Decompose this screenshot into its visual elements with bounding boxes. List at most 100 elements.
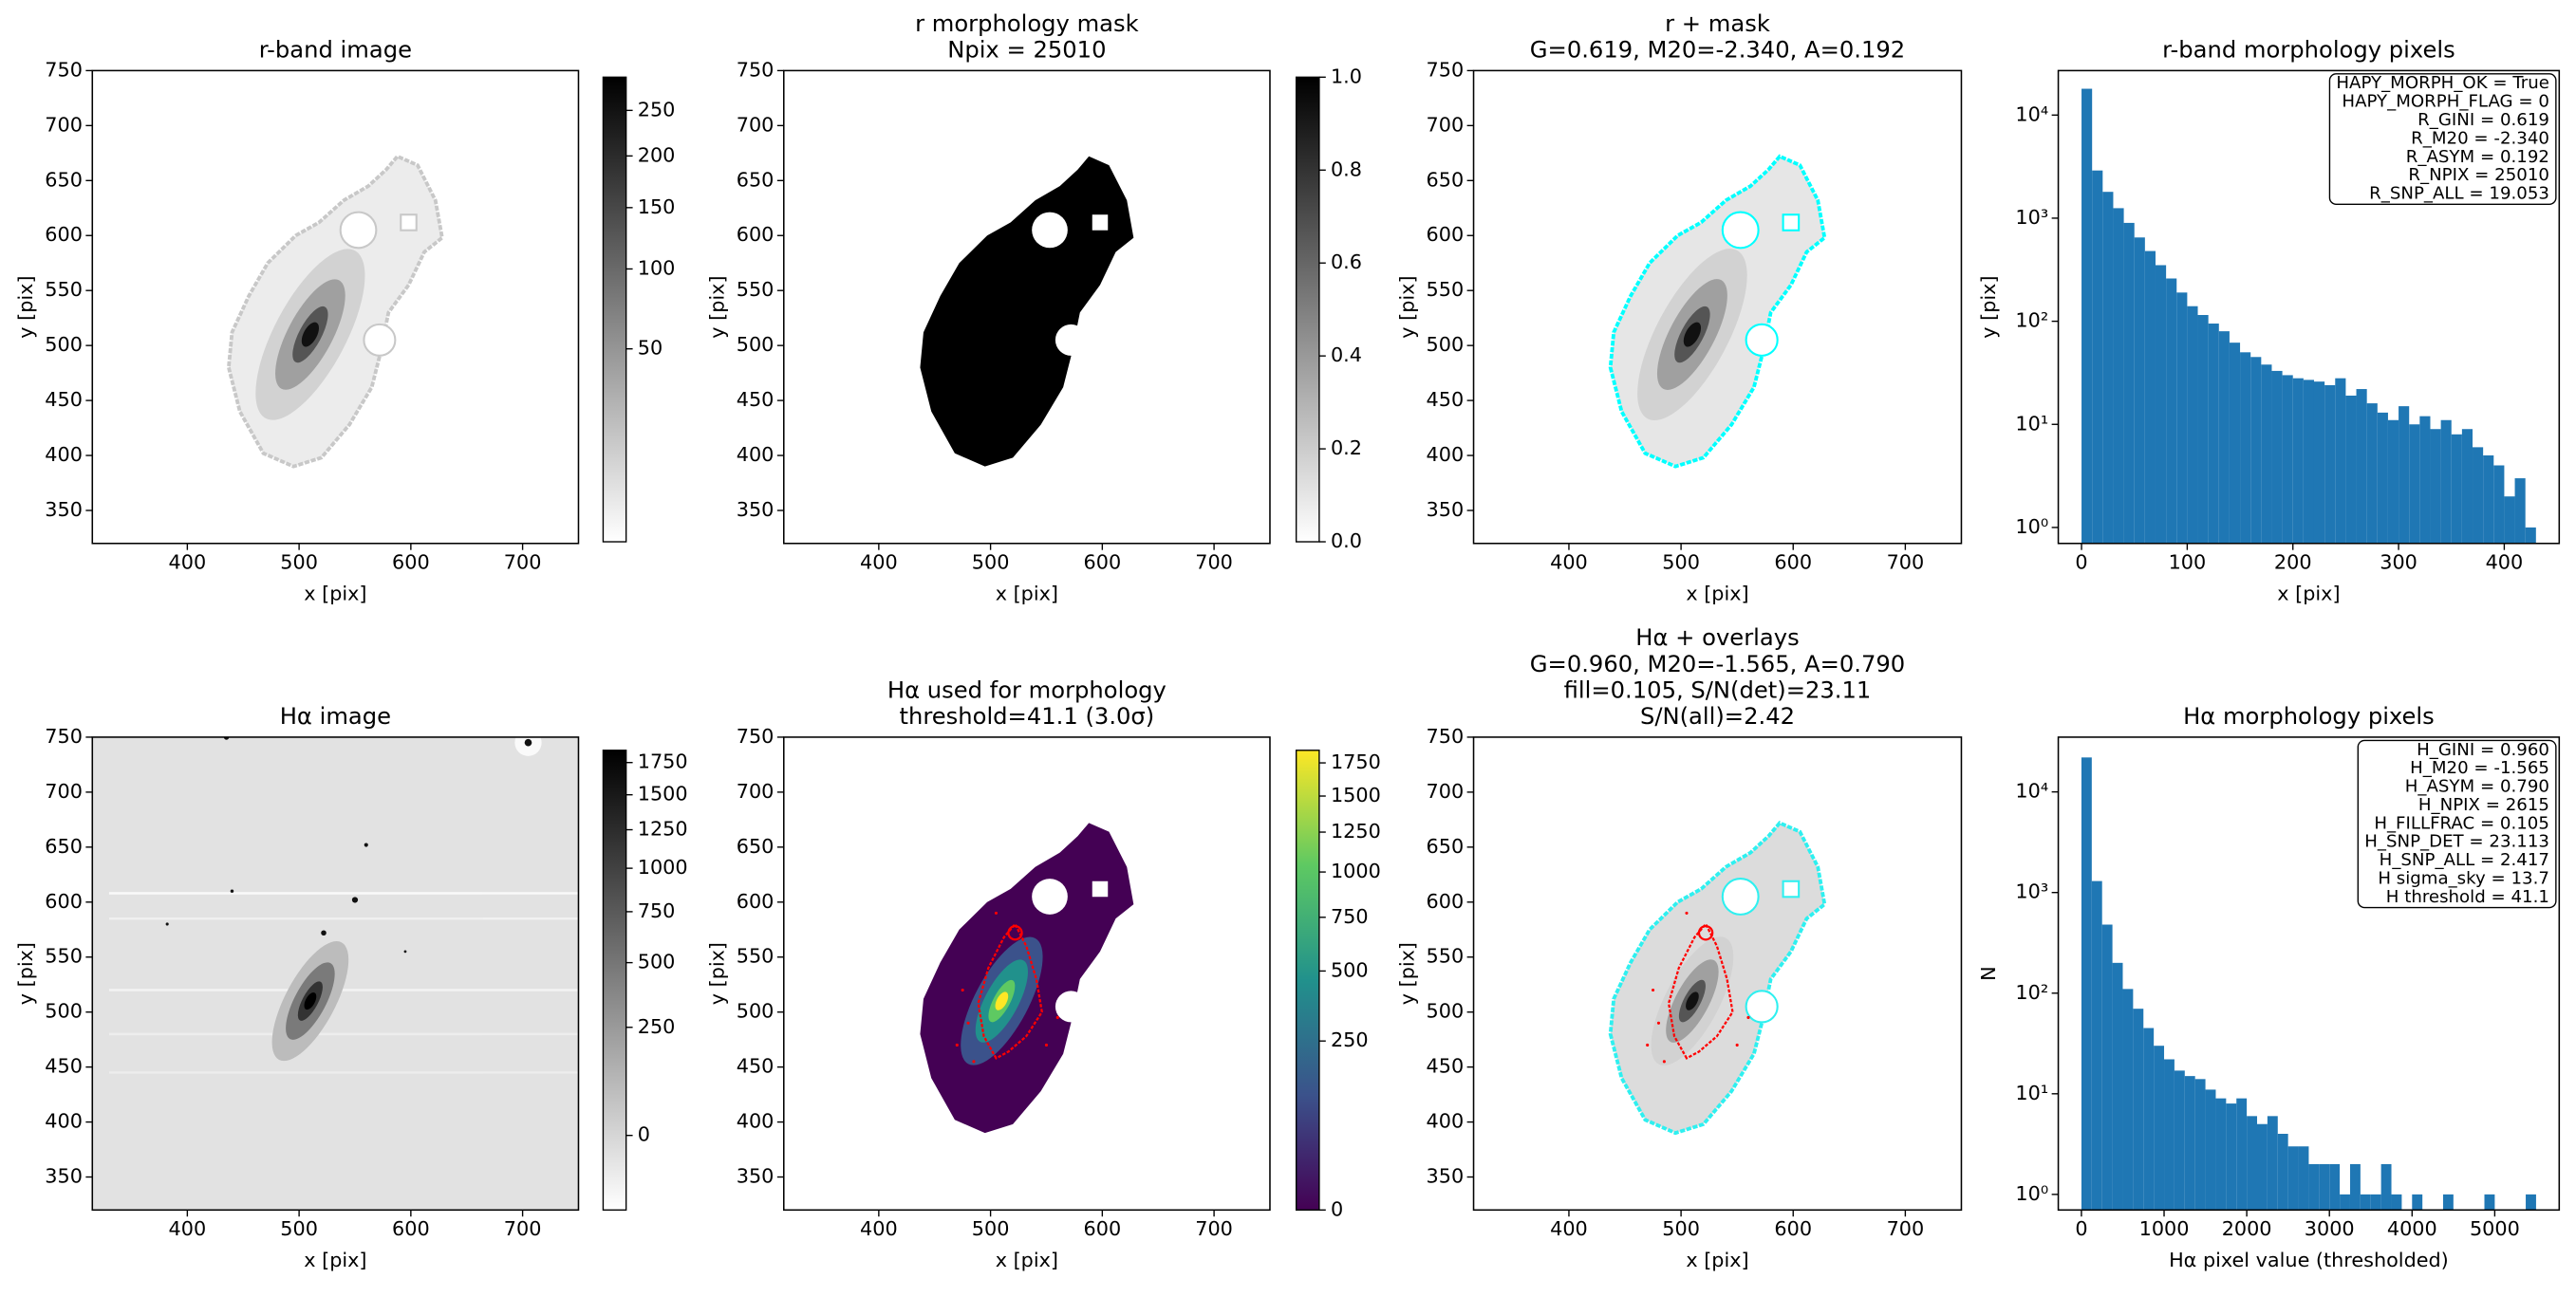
axes-frame bbox=[91, 69, 580, 545]
y-tick-label: 750 bbox=[737, 58, 775, 81]
colorbar-tick-label: 750 bbox=[1331, 905, 1369, 928]
x-tick-label: 0 bbox=[2075, 1217, 2087, 1240]
colorbar-tick-label: 1750 bbox=[638, 750, 688, 773]
y-tick-label: 700 bbox=[1427, 780, 1465, 803]
y-tick-label: 600 bbox=[737, 890, 775, 913]
panel: 400 500 600 700 350 400 450 500 550 600 650 700 750 r… bbox=[706, 10, 1362, 604]
y-tick-label: 350 bbox=[1427, 1165, 1465, 1188]
panel: 400 500 600 700 350 400 450 500 550 600 650 700 750 H… bbox=[14, 703, 688, 1271]
bar bbox=[2208, 324, 2219, 544]
stats-line: H_GINI = 0.960 bbox=[2417, 740, 2549, 760]
masked-star bbox=[400, 213, 418, 232]
colorbar-tick-label: 200 bbox=[638, 143, 676, 166]
y-tick-label: 450 bbox=[1427, 1055, 1465, 1078]
galaxy-core bbox=[304, 992, 317, 1010]
bar bbox=[2122, 989, 2134, 1211]
colorbar-tick-label: 500 bbox=[1331, 958, 1369, 981]
y-axis-label: y [pix] bbox=[706, 942, 729, 1005]
colorbar-tick-label: 0.0 bbox=[1331, 529, 1362, 552]
y-tick-label: 750 bbox=[1427, 58, 1465, 81]
masked-star bbox=[339, 211, 378, 250]
plot-area bbox=[1608, 154, 1827, 469]
halpha-pixel bbox=[961, 988, 964, 992]
y-tick-label: 650 bbox=[45, 835, 83, 858]
x-tick-label: 600 bbox=[1774, 1217, 1812, 1240]
star bbox=[364, 843, 368, 847]
mask-region bbox=[920, 156, 1134, 467]
bar bbox=[2292, 378, 2304, 544]
bar bbox=[2267, 1116, 2278, 1211]
bar bbox=[2155, 265, 2167, 544]
colorbar-tick-label: 1500 bbox=[638, 783, 688, 806]
halpha-contour bbox=[1697, 925, 1714, 941]
bar bbox=[2419, 416, 2431, 544]
x-axis-label: x [pix] bbox=[1686, 1249, 1748, 1271]
bar bbox=[2184, 1076, 2195, 1211]
bar bbox=[2081, 88, 2093, 544]
colorbar-tick-label: 1250 bbox=[1331, 820, 1381, 843]
y-tick-label: 350 bbox=[737, 498, 775, 521]
plot-area bbox=[2081, 757, 2536, 1211]
y-axis-label: y [pix] bbox=[14, 942, 37, 1005]
bar bbox=[2440, 419, 2452, 544]
y-tick-label: 10⁴ bbox=[2015, 102, 2048, 125]
stats-box-frame bbox=[2357, 739, 2557, 909]
x-tick-label: 400 bbox=[1550, 1217, 1588, 1240]
stats-line: HAPY_MORPH_FLAG = 0 bbox=[2342, 92, 2549, 112]
masked-star bbox=[1745, 323, 1779, 357]
bar bbox=[2461, 429, 2473, 544]
bar bbox=[2092, 170, 2103, 544]
bar bbox=[2176, 292, 2188, 544]
chart-title: Hα morphology pixels bbox=[2183, 703, 2435, 730]
bar bbox=[2277, 1134, 2288, 1211]
x-tick-label: 2000 bbox=[2222, 1217, 2272, 1240]
bar bbox=[2319, 1163, 2330, 1211]
galaxy-core bbox=[1683, 322, 1702, 347]
bar bbox=[2112, 962, 2123, 1211]
chart-title: threshold=41.1 (3.0σ) bbox=[899, 703, 1154, 730]
y-tick-label: 400 bbox=[1427, 443, 1465, 466]
y-tick-label: 650 bbox=[1427, 835, 1465, 858]
bar bbox=[2473, 447, 2484, 544]
x-tick-label: 700 bbox=[1887, 1217, 1925, 1240]
halpha-pixel bbox=[1656, 1021, 1661, 1025]
y-axis-label: y [pix] bbox=[1977, 275, 2000, 338]
colorbar-tick-label: 150 bbox=[638, 195, 676, 218]
colorbar-tick-label: 100 bbox=[638, 256, 676, 279]
stats-line: H threshold = 41.1 bbox=[2386, 887, 2549, 907]
x-tick-label: 0 bbox=[2075, 551, 2087, 574]
bar bbox=[2166, 278, 2177, 544]
bar bbox=[2205, 1089, 2216, 1211]
y-tick-label: 10² bbox=[2015, 309, 2048, 332]
chart-title: S/N(all)=2.42 bbox=[1640, 703, 1795, 730]
plot-area bbox=[2081, 88, 2536, 544]
colorbar-tick-label: 1250 bbox=[638, 818, 688, 841]
y-tick-label: 10¹ bbox=[2015, 1082, 2048, 1104]
y-tick-label: 400 bbox=[737, 1110, 775, 1133]
y-tick-label: 500 bbox=[45, 333, 83, 356]
axes-frame bbox=[2057, 736, 2561, 1212]
bar bbox=[2229, 343, 2241, 544]
y-tick-label: 400 bbox=[45, 1110, 83, 1133]
panel: 0 100 200 300 400 10⁰ 10¹ 10² 10³ 10⁴ r-band morph… bbox=[1977, 37, 2561, 604]
colorbar-tick-label: 250 bbox=[638, 1015, 676, 1038]
y-tick-label: 700 bbox=[45, 780, 83, 803]
y-tick-label: 500 bbox=[45, 1000, 83, 1023]
x-tick-label: 700 bbox=[504, 551, 542, 574]
bar bbox=[2081, 757, 2092, 1211]
masked-star bbox=[1782, 880, 1801, 899]
y-tick-label: 700 bbox=[45, 113, 83, 136]
masked-star bbox=[363, 323, 397, 357]
axes-frame bbox=[782, 69, 1271, 545]
x-tick-label: 5000 bbox=[2470, 1217, 2520, 1240]
bar bbox=[2303, 380, 2314, 544]
y-tick-label: 750 bbox=[45, 725, 83, 748]
galaxy-core bbox=[301, 322, 319, 347]
bar bbox=[2387, 419, 2399, 544]
stats-line: H_SNP_DET = 23.113 bbox=[2364, 832, 2549, 852]
colorbar-tick-label: 1750 bbox=[1331, 750, 1381, 773]
axes-frame bbox=[1472, 69, 1963, 545]
y-tick-label: 600 bbox=[45, 223, 83, 246]
